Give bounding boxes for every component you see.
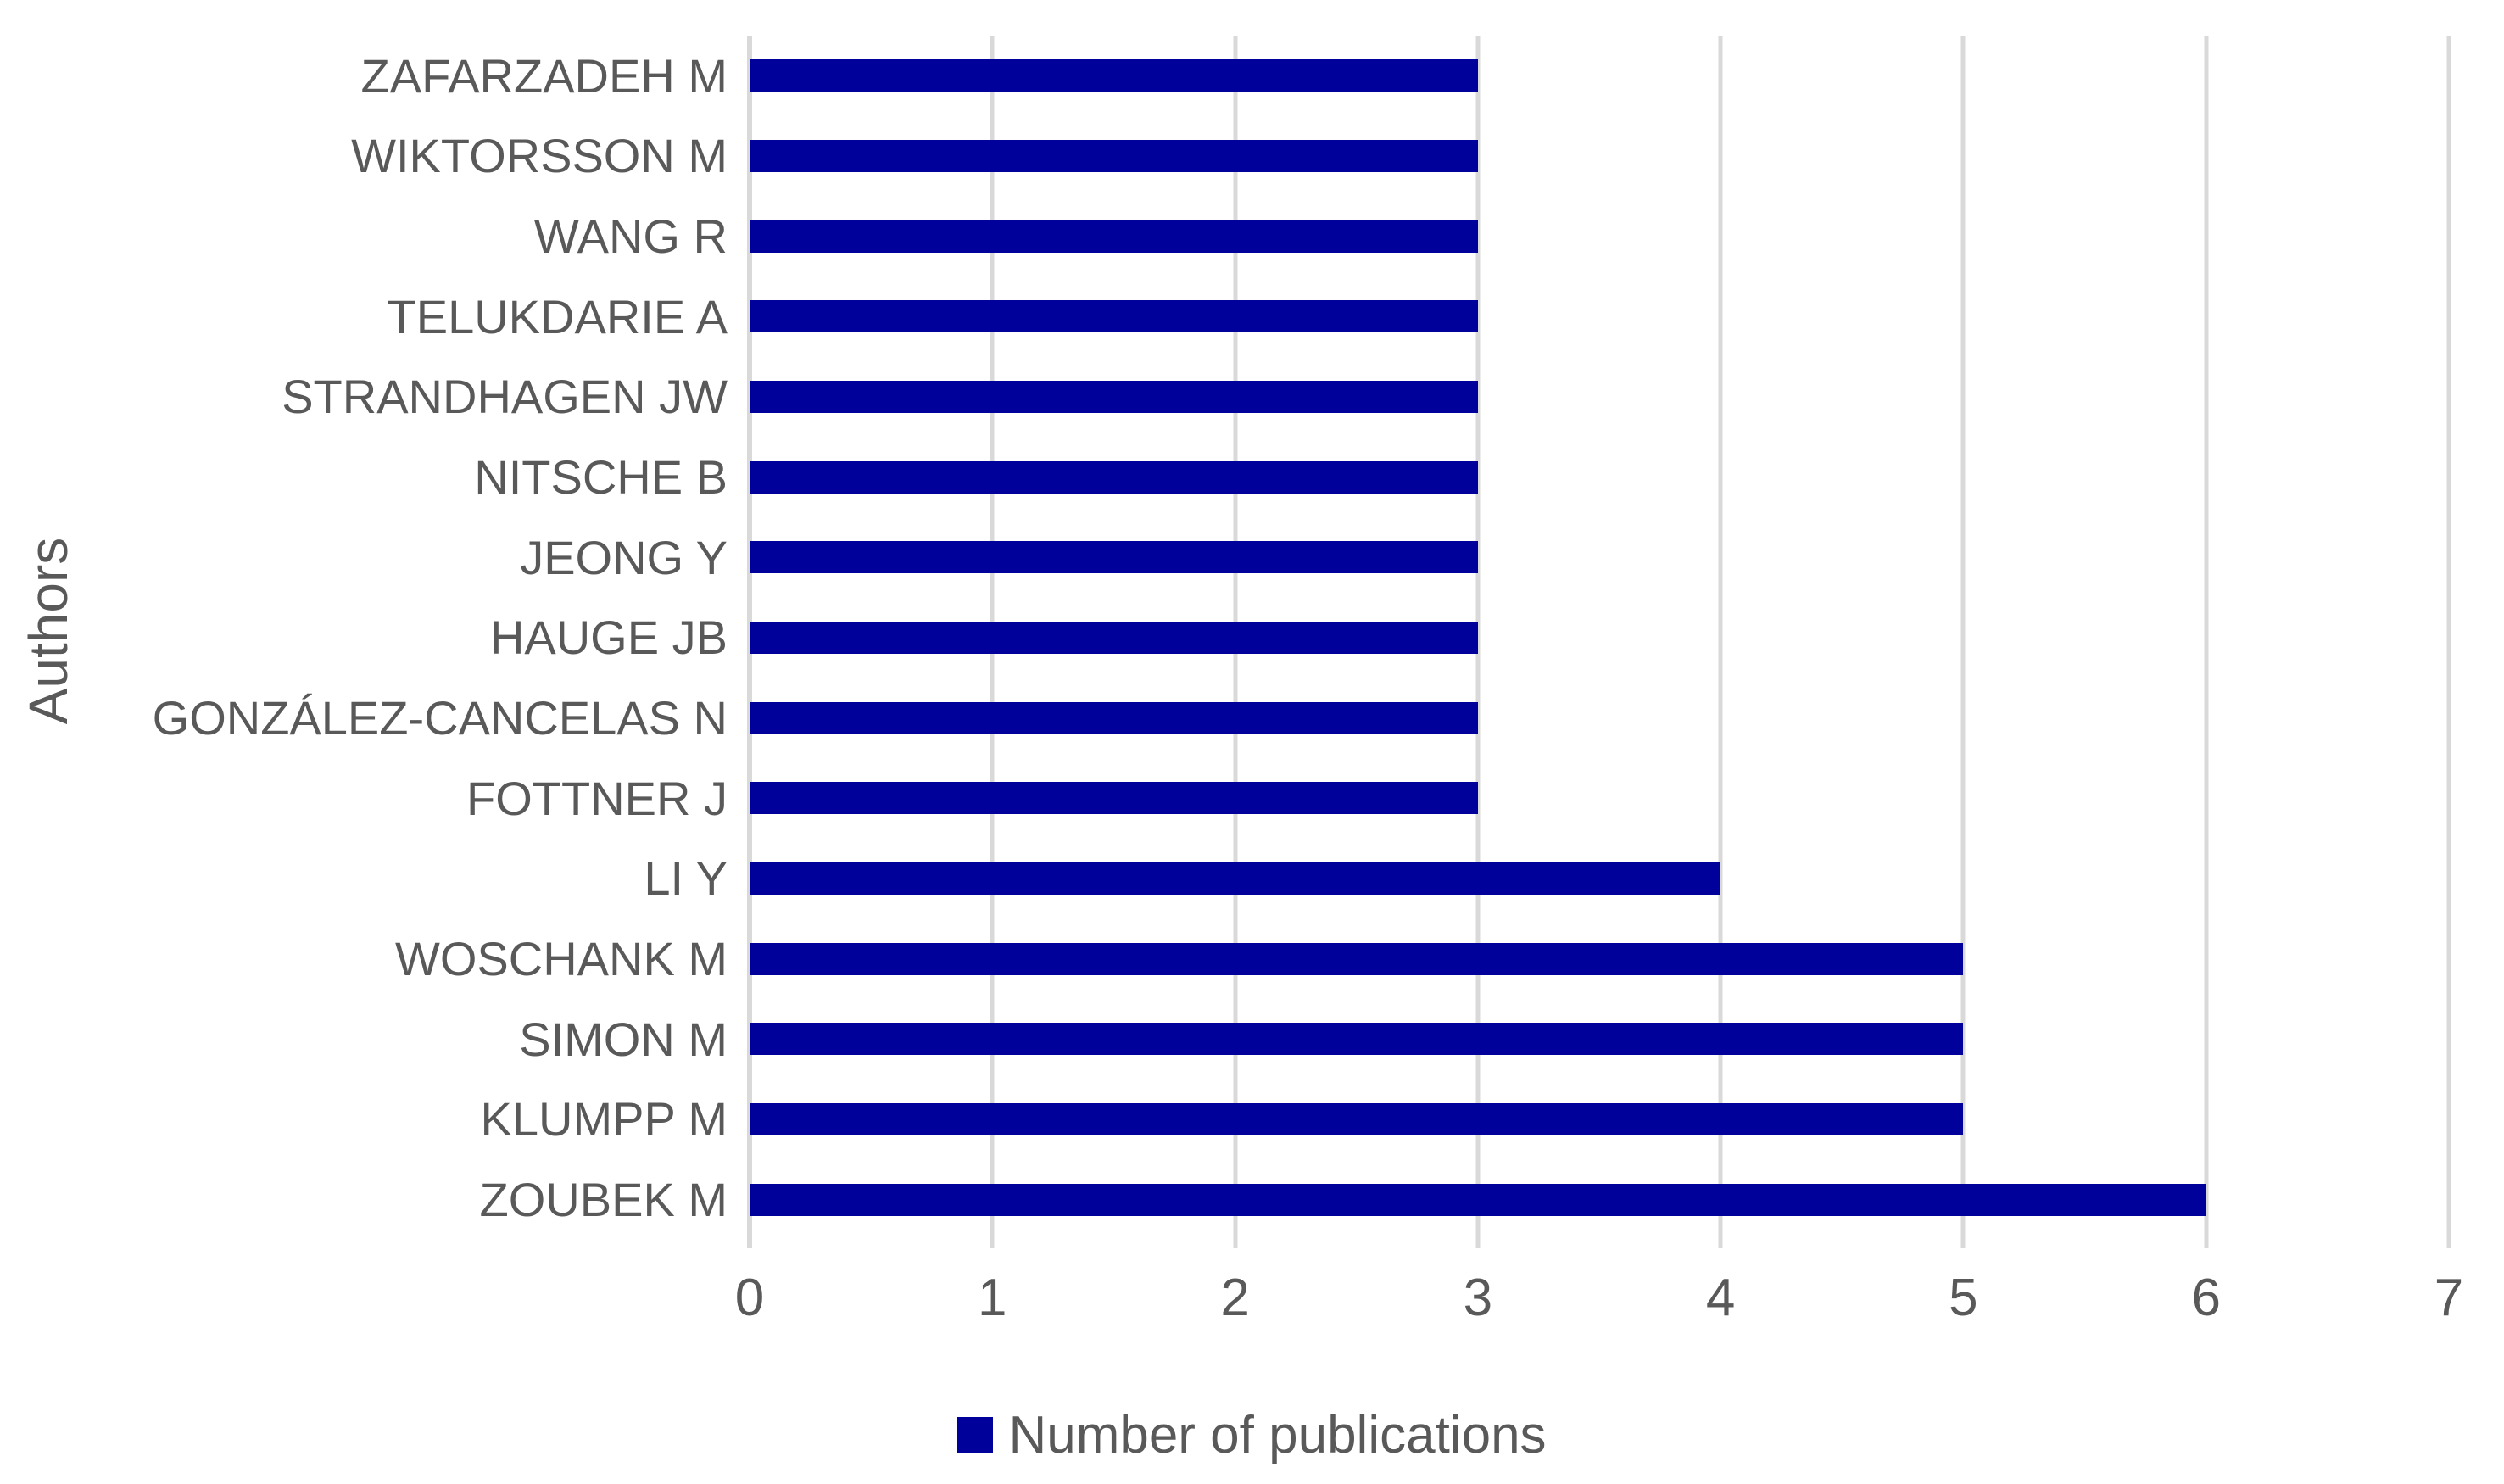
category-label: WIKTORSSON M <box>351 129 728 183</box>
bar <box>750 782 1478 815</box>
bar-row <box>750 918 2449 999</box>
bar <box>750 59 1478 92</box>
category-label: ZOUBEK M <box>479 1173 728 1227</box>
category-label: STRANDHAGEN JW <box>282 370 728 424</box>
x-axis-ticks: 0 1 2 3 4 5 6 7 <box>735 1268 2463 1344</box>
bar <box>750 942 1964 975</box>
x-tick-label: 5 <box>1949 1269 1978 1327</box>
bar <box>750 862 1721 895</box>
category-labels: ZAFARZADEH M WIKTORSSON M WANG R TELUKDARIE… <box>0 36 728 1240</box>
bar-row <box>750 517 2449 598</box>
bar <box>750 621 1478 654</box>
legend: Number of publications <box>0 1401 2504 1469</box>
bar <box>750 1183 2206 1216</box>
bar-row <box>750 758 2449 839</box>
bar-row <box>750 357 2449 438</box>
category-label: JEONG Y <box>520 530 728 584</box>
plot-area <box>747 36 2451 1248</box>
category-label: KLUMPP M <box>480 1092 728 1146</box>
category-label: LI Y <box>644 851 728 906</box>
gridline <box>1718 36 1723 1248</box>
bar-row <box>750 678 2449 758</box>
bar-row <box>750 1080 2449 1160</box>
bar-row <box>750 196 2449 276</box>
x-tick-label: 0 <box>734 1269 765 1327</box>
gridline <box>1960 36 1966 1248</box>
bar-row <box>750 276 2449 357</box>
category-label: FOTTNER J <box>466 771 728 825</box>
x-tick-label: 1 <box>978 1269 1007 1327</box>
category-label: TELUKDARIE A <box>387 289 728 343</box>
category-label: SIMON M <box>519 1012 728 1066</box>
bar-row <box>750 36 2449 116</box>
bar <box>750 1023 1964 1056</box>
bar <box>750 220 1478 253</box>
bar <box>750 300 1478 333</box>
bar <box>750 139 1478 172</box>
bar-row <box>750 116 2449 197</box>
category-label: WOSCHANK M <box>395 932 728 986</box>
x-tick-label: 3 <box>1463 1269 1493 1327</box>
legend-marker <box>957 1417 994 1453</box>
category-label: GONZÁLEZ-CANCELAS N <box>152 691 728 745</box>
category-label: NITSCHE B <box>474 450 728 505</box>
bar <box>750 701 1478 734</box>
x-tick-label: 6 <box>2191 1269 2221 1327</box>
bar-row <box>750 598 2449 678</box>
bar <box>750 380 1478 413</box>
bar-row <box>750 1159 2449 1240</box>
gridline <box>2204 36 2209 1248</box>
category-label: ZAFARZADEH M <box>360 48 728 103</box>
bar <box>750 1102 1964 1135</box>
x-tick-label: 2 <box>1220 1269 1250 1327</box>
category-label: HAUGE JB <box>489 611 728 665</box>
bar <box>750 460 1478 494</box>
x-tick-label: 7 <box>2434 1269 2464 1327</box>
gridline <box>1475 36 1481 1248</box>
category-label: WANG R <box>533 209 728 264</box>
gridline <box>2446 36 2451 1248</box>
legend-label: Number of publications <box>1008 1405 1547 1464</box>
bar-row <box>750 437 2449 517</box>
bar-row <box>750 839 2449 919</box>
bar-row <box>750 999 2449 1080</box>
x-tick-label: 4 <box>1705 1269 1736 1327</box>
bar <box>750 541 1478 574</box>
